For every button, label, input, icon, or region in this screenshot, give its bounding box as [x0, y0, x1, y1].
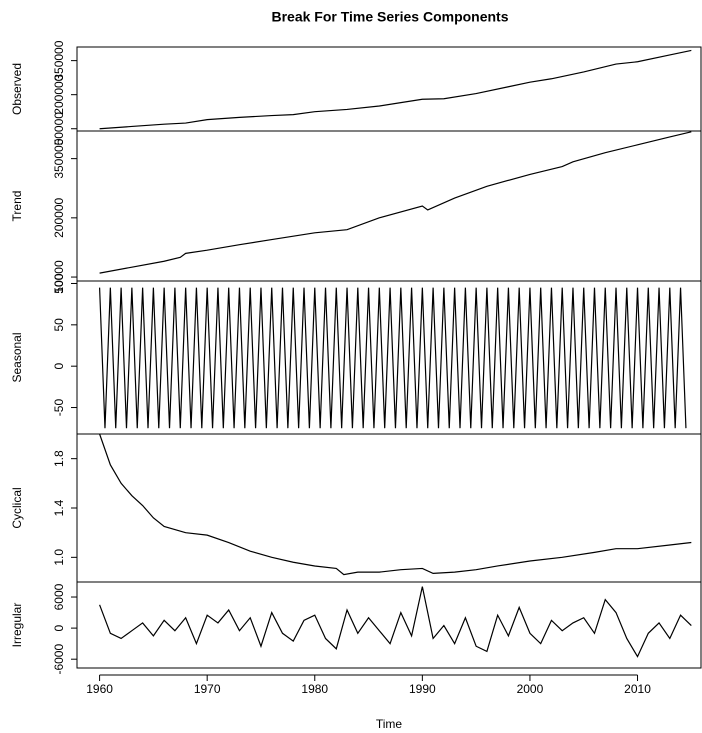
y-tick-label: 100 — [52, 273, 66, 293]
series-line — [99, 433, 692, 576]
series-line — [99, 49, 692, 130]
y-tick-label: 50000 — [52, 112, 66, 146]
panel-frame — [76, 433, 702, 583]
x-tick-label: 1990 — [409, 682, 436, 696]
y-axis-label: Seasonal — [10, 332, 24, 382]
x-tick-label: 1980 — [301, 682, 328, 696]
y-tick-label: 350000 — [52, 138, 66, 178]
y-tick-label: 0 — [52, 624, 66, 631]
y-axis-label: Trend — [10, 191, 24, 222]
y-tick-label: 50000 — [52, 260, 66, 294]
panel-frame — [76, 581, 702, 669]
y-tick-label: 1.0 — [52, 549, 66, 566]
y-tick-label: 200000 — [52, 197, 66, 237]
panel-frame — [76, 46, 702, 132]
x-tick-label: 2000 — [517, 682, 544, 696]
x-tick-label: 1970 — [194, 682, 221, 696]
y-tick-label: 200000 — [52, 74, 66, 114]
x-tick-label: 1960 — [86, 682, 113, 696]
series-line — [99, 586, 692, 658]
y-tick-label: 350000 — [52, 40, 66, 80]
series-line — [99, 131, 692, 274]
x-tick-label: 2010 — [624, 682, 651, 696]
y-axis-label: Irregular — [10, 603, 24, 648]
y-tick-label: 0 — [52, 363, 66, 370]
y-tick-label: 50 — [52, 318, 66, 332]
chart-title: Break For Time Series Components — [271, 9, 508, 25]
panel-frame — [76, 130, 702, 282]
y-tick-label: -50 — [52, 399, 66, 417]
y-tick-label: 6000 — [52, 583, 66, 610]
y-tick-label: 1.4 — [52, 499, 66, 516]
y-tick-label: -6000 — [52, 644, 66, 675]
y-axis-label: Observed — [10, 63, 24, 115]
series-line — [98, 287, 687, 429]
y-axis-label: Cyclical — [10, 487, 24, 528]
x-axis-label: Time — [376, 717, 403, 731]
y-tick-label: 1.8 — [52, 450, 66, 467]
